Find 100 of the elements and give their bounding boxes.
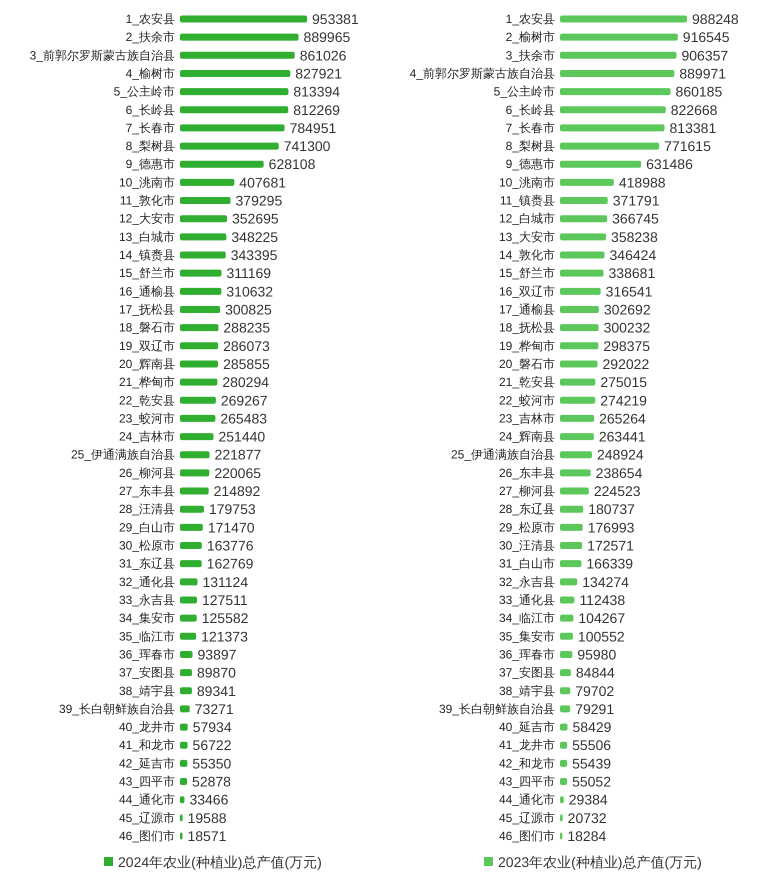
bar — [560, 342, 598, 350]
data-label: 812269 — [293, 102, 340, 118]
y-tick-label: 26_柳河县 — [118, 466, 175, 480]
y-tick-label: 34_集安市 — [118, 611, 175, 626]
y-tick-label: 18_抚松县 — [498, 320, 555, 335]
data-label: 343395 — [230, 247, 278, 264]
bar — [180, 650, 193, 658]
data-label: 248924 — [596, 446, 644, 463]
bar — [560, 560, 582, 568]
data-label: 300232 — [604, 320, 651, 336]
data-label: 265483 — [220, 410, 268, 426]
bar — [560, 233, 606, 240]
bar — [180, 524, 203, 531]
data-label: 631486 — [646, 156, 694, 172]
bar — [180, 160, 264, 168]
bar — [180, 560, 202, 568]
data-label: 131124 — [202, 574, 248, 590]
y-tick-label: 27_东丰县 — [118, 484, 175, 498]
bar — [180, 34, 299, 41]
y-tick-label: 32_通化县 — [118, 574, 175, 589]
data-label: 33466 — [189, 792, 229, 808]
data-label: 418988 — [618, 174, 666, 190]
y-tick-label: 34_临江市 — [498, 611, 555, 626]
y-tick-label: 39_长白朝鲜族自治县 — [438, 702, 555, 716]
y-tick-label: 42_和龙市 — [498, 756, 555, 770]
legend: 2023年农业(种植业)总产值(万元) — [484, 854, 702, 870]
bar — [560, 542, 582, 550]
bar — [560, 796, 564, 804]
bar — [180, 451, 210, 458]
data-label: 358238 — [611, 228, 658, 245]
data-label: 214892 — [214, 483, 261, 500]
y-tick-label: 10_洮南市 — [118, 175, 175, 190]
bar — [180, 142, 279, 150]
data-label: 100552 — [578, 628, 625, 644]
bar — [560, 596, 574, 604]
y-tick-label: 32_永吉县 — [498, 574, 555, 589]
data-label: 274219 — [600, 392, 648, 408]
bar — [560, 270, 604, 277]
data-label: 162769 — [206, 556, 254, 572]
bar — [180, 197, 231, 204]
data-label: 288235 — [223, 320, 270, 336]
y-tick-label: 22_蛟河市 — [498, 393, 555, 408]
bar — [560, 52, 676, 59]
data-label: 220065 — [214, 464, 262, 481]
bar — [560, 760, 568, 767]
data-label: 84844 — [576, 664, 616, 681]
bar — [560, 778, 568, 786]
y-tick-label: 30_松原市 — [118, 538, 175, 553]
data-label: 741300 — [284, 138, 331, 154]
data-label: 57934 — [192, 719, 232, 736]
y-tick-label: 19_桦甸市 — [498, 338, 555, 353]
bar — [560, 705, 570, 712]
y-tick-label: 3_前郭尔罗斯蒙古族自治县 — [30, 48, 175, 62]
y-tick-label: 28_东辽县 — [498, 502, 555, 516]
y-tick-label: 8_梨树县 — [126, 139, 175, 154]
data-label: 366745 — [612, 210, 660, 227]
y-tick-label: 23_蛟河市 — [118, 411, 175, 426]
data-label: 73271 — [194, 700, 234, 717]
data-label: 889965 — [304, 29, 350, 46]
y-tick-label: 12_白城市 — [498, 212, 555, 226]
bar — [180, 360, 218, 368]
data-label: 628108 — [268, 156, 316, 172]
y-tick-label: 1_农安县 — [126, 12, 175, 26]
bar — [560, 687, 570, 694]
data-label: 771615 — [664, 138, 712, 154]
y-tick-label: 4_前郭尔罗斯蒙古族自治县 — [410, 66, 555, 80]
bar — [180, 324, 218, 332]
y-tick-label: 9_德惠市 — [506, 157, 555, 172]
data-label: 263441 — [598, 428, 646, 445]
data-label: 224523 — [594, 483, 641, 500]
data-label: 79702 — [575, 682, 614, 699]
data-label: 292022 — [602, 356, 650, 372]
data-label: 112438 — [579, 592, 626, 608]
y-tick-label: 14_镇赉县 — [118, 248, 175, 262]
data-label: 29384 — [568, 792, 608, 808]
data-label: 172571 — [587, 538, 634, 554]
bar — [560, 178, 614, 186]
data-label: 988248 — [692, 11, 739, 27]
bar — [180, 705, 190, 712]
y-tick-label: 35_临江市 — [118, 629, 175, 644]
bar — [180, 796, 184, 804]
bar — [180, 542, 202, 550]
y-tick-label: 33_永吉县 — [118, 592, 175, 607]
data-label: 822668 — [670, 102, 718, 118]
data-label: 180737 — [588, 501, 636, 518]
y-tick-label: 20_辉南县 — [118, 356, 175, 371]
data-label: 171470 — [208, 519, 255, 536]
y-tick-label: 16_通榆县 — [118, 284, 175, 298]
y-tick-label: 29_白山市 — [118, 520, 175, 534]
y-tick-label: 2_扶余市 — [126, 30, 175, 44]
y-tick-label: 11_镇赉县 — [500, 194, 555, 208]
bar — [180, 778, 188, 786]
y-tick-label: 2_榆树市 — [506, 30, 555, 44]
data-label: 861026 — [300, 47, 347, 64]
y-tick-label: 29_松原市 — [498, 520, 555, 534]
y-tick-label: 31_东辽县 — [118, 556, 175, 571]
y-tick-label: 15_舒兰市 — [498, 266, 555, 280]
y-tick-label: 28_汪清县 — [118, 502, 175, 516]
data-label: 221877 — [214, 446, 262, 463]
bar — [560, 16, 687, 22]
